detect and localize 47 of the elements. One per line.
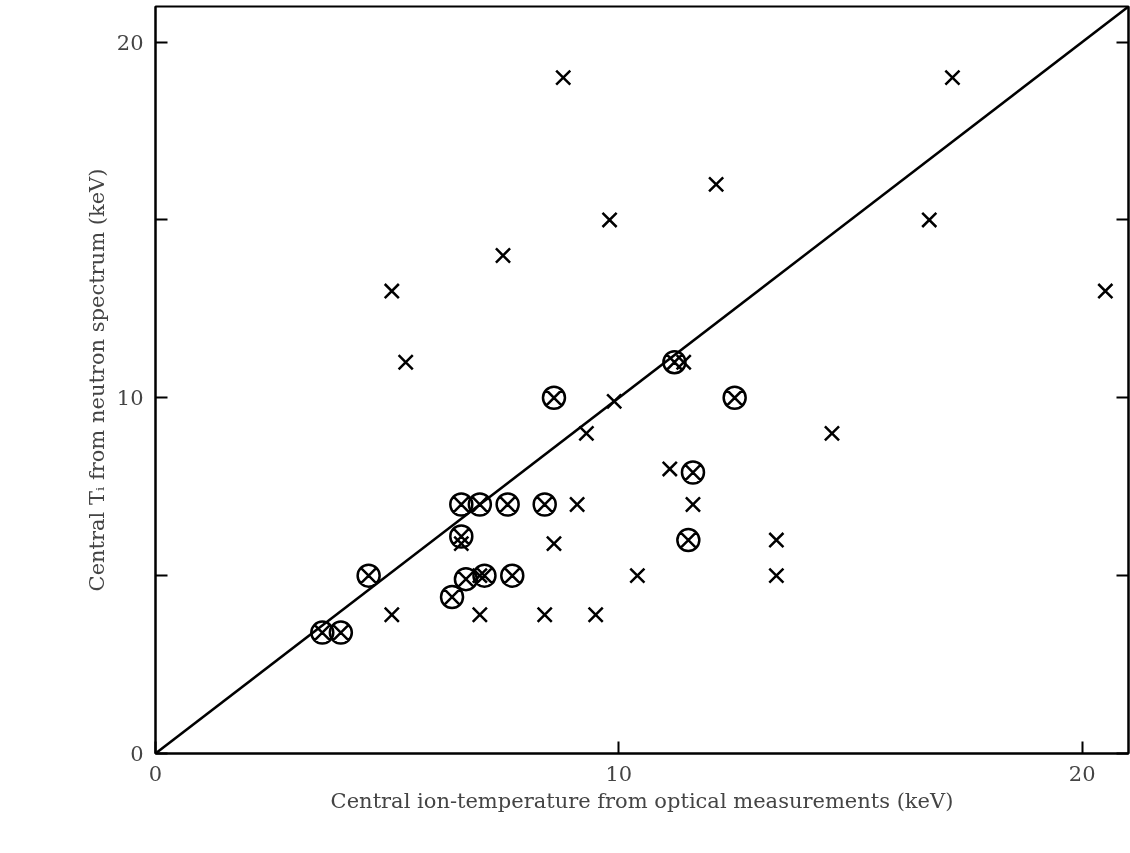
point — [494, 247, 512, 264]
point — [823, 425, 841, 442]
point — [768, 567, 785, 584]
point — [471, 606, 489, 624]
point — [661, 460, 679, 478]
point — [601, 211, 618, 229]
point — [920, 211, 938, 229]
point — [662, 349, 687, 375]
point — [383, 606, 401, 624]
point — [944, 69, 961, 86]
point — [675, 353, 693, 371]
point — [328, 620, 354, 645]
point — [397, 353, 415, 371]
point — [1097, 282, 1114, 300]
point — [532, 492, 557, 517]
point — [449, 524, 474, 549]
point — [768, 531, 785, 549]
y-tick-label: 10 — [116, 386, 144, 411]
y-tick-label: 0 — [130, 742, 144, 766]
point — [629, 567, 646, 584]
point — [680, 460, 706, 485]
point — [383, 282, 401, 300]
x-tick-label: 0 — [148, 761, 163, 786]
point — [467, 492, 493, 517]
point — [439, 584, 465, 610]
point — [554, 69, 572, 86]
point — [449, 492, 474, 517]
x-axis-title: Central ion-temperature from optical measurements (keV) — [330, 788, 954, 813]
point — [536, 606, 554, 624]
point — [495, 492, 520, 517]
y-axis-title: Central Tᵢ from neutron spectrum (keV) — [84, 168, 109, 592]
point — [500, 563, 525, 588]
point — [676, 527, 701, 553]
point — [545, 535, 563, 552]
x-tick-label: 10 — [605, 761, 633, 786]
point — [684, 496, 702, 513]
point — [722, 385, 747, 411]
point — [605, 393, 623, 410]
point — [310, 620, 335, 645]
y-tick-label: 20 — [116, 30, 144, 55]
point — [587, 606, 604, 624]
point — [568, 496, 586, 513]
point — [578, 425, 595, 442]
x-tick-label: 20 — [1068, 761, 1096, 786]
point — [707, 176, 725, 193]
point — [541, 385, 567, 411]
point — [356, 563, 381, 588]
